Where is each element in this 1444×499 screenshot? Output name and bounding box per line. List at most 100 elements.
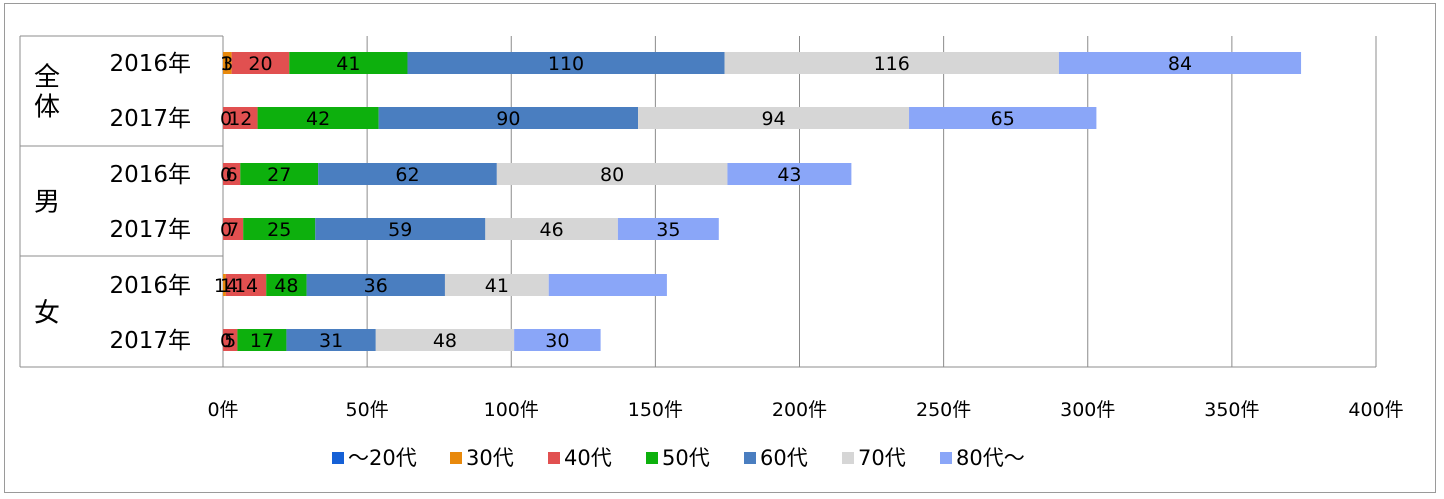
group-label: 女 [34,299,60,329]
bar-segment [1058,52,1302,74]
legend-swatch [744,452,756,464]
bar-segment [638,107,910,129]
bar-segment [724,52,1059,74]
bar-segment [225,274,267,296]
bar-segment [231,52,290,74]
data-label: 0 [220,164,232,186]
data-label: 36 [364,275,388,297]
legend-label: 〜20代 [348,446,417,470]
data-label: 43 [777,164,801,186]
legend-swatch [842,452,854,464]
legend-swatch [646,452,658,464]
data-label: 90 [496,108,520,130]
bar-segment [223,107,258,129]
x-tick-label: 50件 [346,399,389,421]
data-label: 5 [224,330,236,352]
data-label: 42 [306,108,330,130]
bar-segment [727,163,852,185]
data-label: 7 [227,219,239,241]
group-label: 全体 [34,63,60,123]
bar-segment [617,218,719,240]
data-label: 30 [545,330,569,352]
bar-segment [289,52,408,74]
data-label: 27 [267,164,291,186]
data-label: 48 [274,275,298,297]
bar-segment [306,274,445,296]
category-label: 2016年 [109,51,191,77]
data-label: 41 [336,53,360,75]
bar-segment [407,52,725,74]
legend-label: 70代 [858,446,906,470]
data-label: 0 [220,219,232,241]
data-label: 17 [250,330,274,352]
bar-segment [223,163,241,185]
chart-frame [4,3,1436,493]
bar-segment [223,329,238,351]
x-tick-label: 400件 [1348,399,1403,421]
legend-swatch [450,452,462,464]
legend-swatch [548,452,560,464]
data-label: 110 [548,53,584,75]
bar-segment [496,163,728,185]
bar-segment [485,218,618,240]
category-label: 2016年 [109,162,191,188]
legend-label: 50代 [662,446,710,470]
x-tick-label: 100件 [484,399,539,421]
x-tick-label: 250件 [916,399,971,421]
data-label: 14 [214,275,238,297]
bar-segment [223,52,232,74]
bar-segment [257,107,379,129]
x-tick-label: 200件 [772,399,827,421]
data-label: 41 [485,275,509,297]
data-label: 0 [220,330,232,352]
data-label: 94 [761,108,785,130]
data-label: 59 [388,219,412,241]
data-label: 35 [656,219,680,241]
data-label: 20 [248,53,272,75]
x-tick-label: 300件 [1060,399,1115,421]
data-label: 3 [221,53,233,75]
bar-segment [318,163,497,185]
bar-segment [378,107,639,129]
bar-segment [375,329,515,351]
bar-segment [223,218,244,240]
legend-swatch [940,452,952,464]
bar-segment [223,274,226,296]
bar-segment [909,107,1097,129]
bar-segment [315,218,486,240]
data-label: 14 [234,275,258,297]
category-label: 2016年 [109,273,191,299]
bar-segment [514,329,601,351]
x-tick-label: 0件 [207,399,238,421]
data-label: 116 [874,53,910,75]
legend-label: 80代〜 [956,446,1025,470]
data-label: 1 [220,275,232,297]
data-label: 48 [433,330,457,352]
legend-label: 30代 [466,446,514,470]
category-label: 2017年 [109,106,191,132]
legend-label: 60代 [760,446,808,470]
bar-segment [286,329,376,351]
data-label: 12 [228,108,252,130]
bar-segment [444,274,549,296]
group-label: 男 [34,188,60,218]
data-label: 80 [600,164,624,186]
bar-segment [548,274,667,296]
data-label: 46 [540,219,564,241]
data-label: 25 [267,219,291,241]
data-label: 1 [220,53,232,75]
bar-segment [237,329,287,351]
data-label: 84 [1168,53,1192,75]
legend-swatch [332,452,344,464]
data-label: 31 [319,330,343,352]
category-label: 2017年 [109,217,191,243]
data-label: 62 [395,164,419,186]
bar-segment [240,163,319,185]
data-label: 6 [226,164,238,186]
category-label: 2017年 [109,328,191,354]
x-tick-label: 150件 [628,399,683,421]
bar-segment [243,218,316,240]
x-tick-label: 350件 [1204,399,1259,421]
bar-segment [266,274,307,296]
